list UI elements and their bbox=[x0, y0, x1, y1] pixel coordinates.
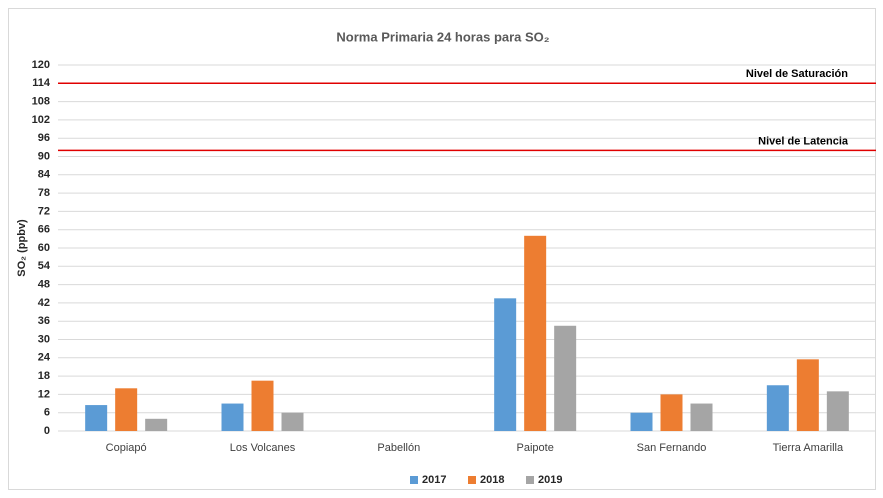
legend-swatch bbox=[468, 476, 476, 484]
y-tick-label: 96 bbox=[38, 132, 50, 144]
y-tick-label: 48 bbox=[38, 279, 50, 291]
y-tick-label: 30 bbox=[38, 333, 50, 345]
legend-label: 2018 bbox=[480, 474, 504, 486]
bar bbox=[221, 403, 244, 431]
x-tick-label: Los Volcanes bbox=[230, 442, 296, 454]
y-tick-label: 42 bbox=[38, 297, 50, 309]
y-tick-label: 72 bbox=[38, 205, 50, 217]
x-tick-label: San Fernando bbox=[637, 442, 707, 454]
y-tick-label: 24 bbox=[38, 352, 51, 364]
y-tick-label: 120 bbox=[32, 59, 50, 71]
bar bbox=[690, 403, 713, 431]
x-tick-label: Copiapó bbox=[106, 442, 147, 454]
bar bbox=[145, 418, 168, 431]
legend-label: 2019 bbox=[538, 474, 562, 486]
chart-title: Norma Primaria 24 horas para SO₂ bbox=[336, 29, 549, 44]
bar bbox=[281, 412, 304, 431]
x-tick-label: Tierra Amarilla bbox=[773, 442, 844, 454]
bar bbox=[660, 394, 683, 431]
reference-label: Nivel de Latencia bbox=[758, 135, 849, 147]
y-tick-label: 18 bbox=[38, 370, 50, 382]
y-tick-label: 84 bbox=[38, 169, 51, 181]
bar bbox=[796, 359, 819, 431]
legend-swatch bbox=[410, 476, 418, 484]
y-tick-label: 114 bbox=[32, 77, 51, 89]
reference-label: Nivel de Saturación bbox=[746, 68, 848, 80]
legend-label: 2017 bbox=[422, 474, 446, 486]
y-axis-label: SO₂ (ppbv) bbox=[16, 219, 28, 277]
y-tick-label: 108 bbox=[32, 96, 50, 108]
x-tick-label: Paipote bbox=[517, 442, 554, 454]
y-tick-label: 54 bbox=[38, 260, 51, 272]
y-tick-label: 12 bbox=[38, 388, 50, 400]
bar bbox=[251, 380, 274, 431]
y-tick-label: 102 bbox=[32, 114, 50, 126]
bar bbox=[524, 235, 547, 431]
y-tick-label: 90 bbox=[38, 150, 50, 162]
legend-swatch bbox=[526, 476, 534, 484]
bar bbox=[630, 412, 653, 431]
chart-frame bbox=[8, 8, 876, 490]
bar bbox=[826, 391, 849, 431]
y-tick-label: 6 bbox=[44, 407, 50, 419]
y-tick-label: 0 bbox=[44, 425, 50, 437]
y-tick-label: 78 bbox=[38, 187, 50, 199]
x-tick-label: Pabellón bbox=[377, 442, 420, 454]
bar bbox=[766, 385, 789, 431]
y-tick-label: 36 bbox=[38, 315, 50, 327]
bar bbox=[494, 298, 517, 431]
bar bbox=[115, 388, 138, 431]
bar bbox=[85, 405, 108, 431]
bar bbox=[554, 325, 577, 431]
y-tick-label: 60 bbox=[38, 242, 50, 254]
y-tick-label: 66 bbox=[38, 224, 50, 236]
